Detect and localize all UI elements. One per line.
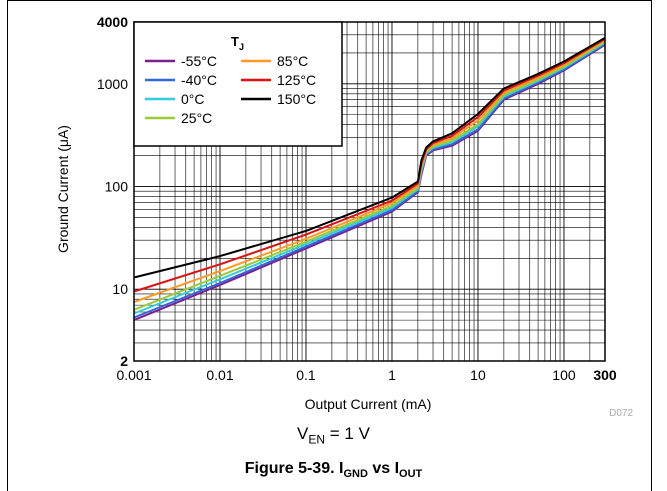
series-line--40°C	[133, 43, 606, 319]
x-tick-labels: 0.001 0.01 0.1 1 10 100 300	[116, 367, 616, 383]
legend-items: -55°C -40°C 0°C 25°C 85°C 125°C 150°C	[145, 53, 316, 126]
legend: TJ -55°C -40°C 0°C 25°C 85°C 125°C 150°C	[133, 21, 343, 147]
y-axis-label: Ground Current (μA)	[55, 125, 71, 253]
y-tick-label: 2	[120, 353, 128, 369]
series-line-125°C	[133, 38, 606, 293]
x-tick-label: 0.1	[296, 367, 316, 383]
x-axis-label: Output Current (mA)	[305, 396, 432, 412]
series-lines	[133, 37, 606, 322]
y-tick-label: 1000	[97, 76, 128, 92]
x-tick-label: 0.01	[206, 367, 233, 383]
legend-title: TJ	[231, 34, 244, 52]
series-line-25°C	[133, 40, 606, 311]
x-tick-label: 10	[470, 367, 486, 383]
test-condition: VEN = 1 V	[297, 424, 370, 447]
legend-label: 85°C	[277, 53, 308, 69]
plot-border	[133, 21, 606, 362]
y-tick-label: 100	[105, 179, 129, 195]
x-tick-label: 100	[552, 367, 576, 383]
legend-label: 150°C	[277, 91, 316, 107]
legend-label: 25°C	[181, 110, 212, 126]
legend-label: 0°C	[181, 91, 205, 107]
y-tick-label: 10	[112, 281, 128, 297]
series-line-150°C	[133, 37, 606, 279]
x-tick-label: 1	[388, 367, 396, 383]
legend-box	[133, 21, 343, 147]
x-tick-label: 0.001	[116, 367, 151, 383]
watermark: D072	[609, 408, 633, 419]
series-line-85°C	[133, 39, 606, 303]
legend-label: -55°C	[181, 53, 217, 69]
legend-label: 125°C	[277, 72, 316, 88]
figure-caption: Figure 5-39. IGND vs IOUT	[244, 460, 423, 481]
legend-label: -40°C	[181, 72, 217, 88]
ground-current-chart: 0.001 0.01 0.1 1 10 100 300 2 10 100 1000 4000 Out…	[55, 14, 633, 419]
y-tick-labels: 2 10 100 1000 4000	[97, 14, 128, 369]
y-tick-label: 4000	[97, 14, 128, 30]
x-tick-label: 300	[593, 367, 617, 383]
figure-frame	[7, 0, 652, 491]
